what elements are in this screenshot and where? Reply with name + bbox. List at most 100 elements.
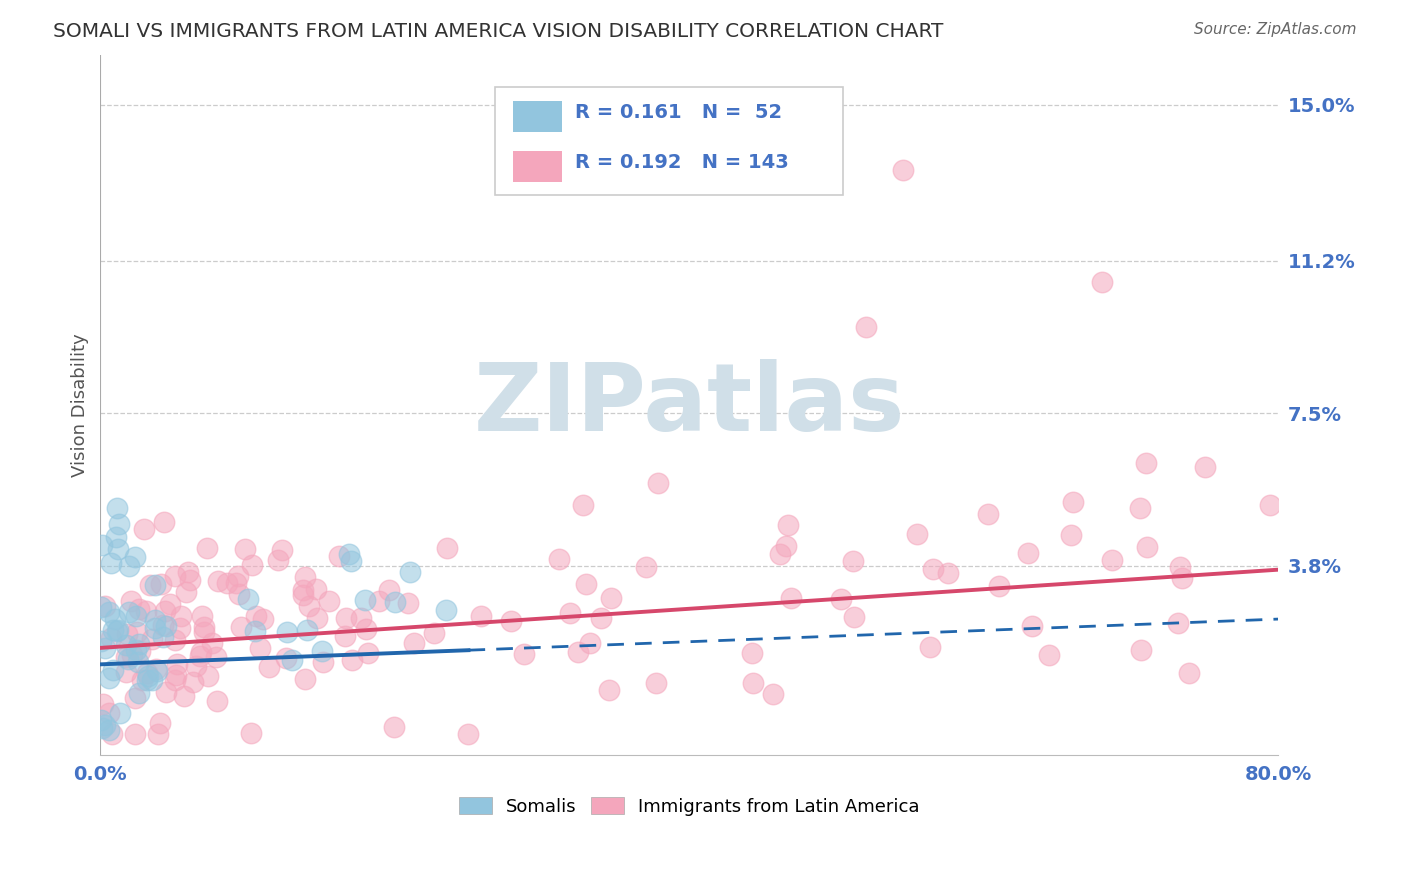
Point [342,653,364,667]
Point [125,643,148,657]
Point [207,694,229,708]
Point [104,611,127,625]
Point [318,593,340,607]
Point [589,611,612,625]
Point [762,687,785,701]
Point [987,579,1010,593]
Point [239,726,262,740]
Point [842,609,865,624]
Point [1129,500,1152,515]
Point [634,559,657,574]
Point [101,727,124,741]
Point [141,632,163,646]
Point [307,611,329,625]
Point [124,550,146,565]
Point [155,685,177,699]
Point [163,569,186,583]
Point [193,624,215,639]
Point [177,565,200,579]
Point [225,575,247,590]
Point [159,597,181,611]
Point [292,582,315,597]
Point [136,666,159,681]
Point [1170,560,1192,574]
Point [188,648,211,663]
Point [335,611,357,625]
Point [936,566,959,580]
Point [190,645,212,659]
Point [125,624,148,639]
Point [560,606,582,620]
Point [252,612,274,626]
Point [136,669,159,683]
Point [501,614,523,628]
Point [169,621,191,635]
Point [98,671,121,685]
Point [201,636,224,650]
Point [166,657,188,672]
Point [1258,499,1281,513]
Point [228,587,250,601]
Point [333,629,356,643]
Point [276,624,298,639]
Point [128,601,150,615]
Point [145,662,167,676]
Point [107,542,129,557]
Point [152,618,174,632]
Point [257,659,280,673]
Point [294,672,316,686]
Point [205,650,228,665]
Point [328,549,350,564]
Point [830,591,852,606]
Point [155,604,177,618]
Point [236,592,259,607]
Point [339,547,361,561]
Point [191,609,214,624]
Point [575,577,598,591]
Point [274,651,297,665]
Point [186,659,208,673]
Point [128,686,150,700]
Point [173,689,195,703]
Point [1091,275,1114,289]
Point [778,518,800,533]
Point [231,620,253,634]
Point [598,683,620,698]
Point [183,674,205,689]
Point [100,556,122,570]
Point [93,599,115,614]
Point [1167,616,1189,631]
Point [357,646,380,660]
Point [91,538,114,552]
Point [780,591,803,606]
Point [294,570,316,584]
Point [90,713,112,727]
Point [1060,528,1083,542]
Point [174,584,197,599]
Text: SOMALI VS IMMIGRANTS FROM LATIN AMERICA VISION DISABILITY CORRELATION CHART: SOMALI VS IMMIGRANTS FROM LATIN AMERICA … [53,22,943,41]
Point [93,697,115,711]
Point [891,163,914,178]
Point [1171,571,1194,585]
Point [149,577,172,591]
Point [107,624,129,638]
Point [145,664,167,678]
Point [281,653,304,667]
Point [233,542,256,557]
Point [226,569,249,583]
Point [98,723,121,738]
Point [402,635,425,649]
Point [382,720,405,734]
Text: ZIPatlas: ZIPatlas [474,359,905,451]
Point [129,644,152,658]
Point [377,583,399,598]
Point [312,655,335,669]
Point [311,643,333,657]
Point [350,611,373,625]
Point [1178,665,1201,680]
Point [115,665,138,679]
Point [108,706,131,720]
Point [124,609,146,624]
Point [249,641,271,656]
Point [271,543,294,558]
